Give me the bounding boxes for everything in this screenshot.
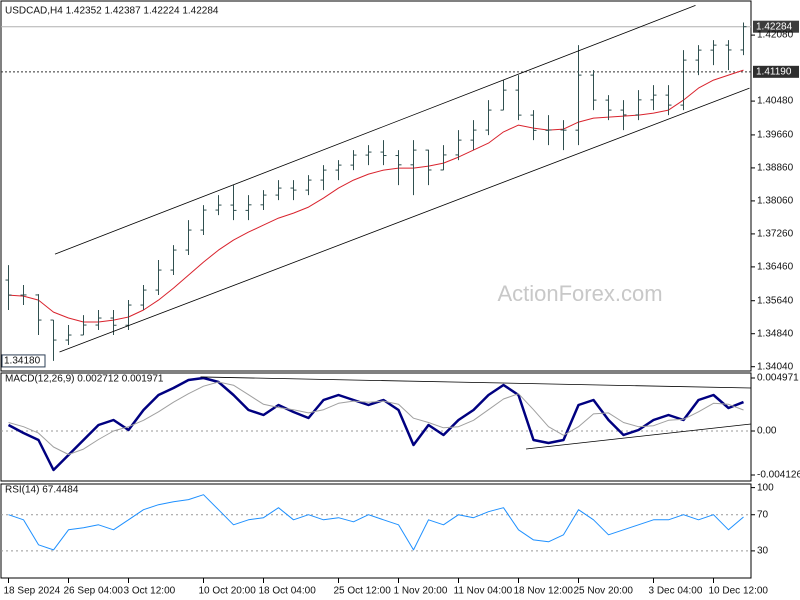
y-tick-label: 1.37260 — [757, 229, 794, 240]
x-tick-label: 1 Nov 20:00 — [394, 586, 448, 597]
signal-line — [8, 381, 744, 455]
level-label: 1.41190 — [756, 66, 792, 77]
y-tick-label: -0.004126 — [757, 470, 800, 481]
y-tick-label: 1.38060 — [757, 196, 794, 207]
last-price-box — [753, 20, 799, 33]
level-box — [753, 65, 799, 78]
x-tick-label: 11 Nov 04:00 — [454, 586, 513, 597]
x-tick-label: 18 Nov 12:00 — [514, 586, 574, 597]
panel-title: RSI(14) 67.4484 — [5, 485, 79, 496]
y-tick-label: 1.40480 — [757, 96, 794, 107]
y-tick-label: 70 — [757, 509, 769, 520]
x-tick-label: 10 Dec 12:00 — [709, 586, 769, 597]
y-tick-label: 1.34040 — [757, 361, 794, 372]
y-tick-label: 30 — [757, 546, 769, 557]
trend-line — [200, 376, 752, 389]
rsi-line — [8, 494, 744, 551]
trend-line — [525, 423, 752, 450]
panel-title: MACD(12,26,9) 0.002712 0.001971 — [5, 374, 164, 385]
x-tick-label: 26 Sep 04:00 — [64, 586, 124, 597]
x-tick-label: 3 Oct 12:00 — [124, 586, 176, 597]
trend-line — [59, 87, 750, 353]
low-marker-box — [1, 354, 46, 368]
moving-average — [8, 69, 744, 323]
y-tick-label: 1.39660 — [757, 130, 794, 141]
last-price-label: 1.42284 — [756, 21, 793, 32]
x-tick-label: 10 Oct 20:00 — [199, 586, 257, 597]
x-tick-label: 3 Dec 04:00 — [649, 586, 703, 597]
y-tick-label: 0.00 — [757, 426, 777, 437]
x-tick-label: 25 Nov 20:00 — [574, 586, 634, 597]
y-tick-label: 0.004971 — [757, 373, 799, 384]
x-tick-label: 25 Oct 12:00 — [334, 586, 392, 597]
y-tick-label: 1.38860 — [757, 163, 794, 174]
y-tick-label: 1.36460 — [757, 262, 794, 273]
x-tick-label: 18 Oct 04:00 — [259, 586, 317, 597]
low-marker-label: 1.34180 — [4, 356, 41, 367]
y-tick-label: 1.34840 — [757, 328, 794, 339]
y-tick-label: 1.35640 — [757, 295, 794, 306]
watermark: ActionForex.com — [497, 281, 662, 306]
trend-line — [54, 5, 696, 255]
price-panel — [0, 0, 752, 372]
y-tick-label: 1.42080 — [757, 30, 794, 41]
macd-line — [7, 376, 744, 472]
rsi-panel — [0, 483, 752, 579]
y-tick-label: 100 — [757, 482, 774, 493]
panel-title: USDCAD,H4 1.42352 1.42387 1.42224 1.4228… — [5, 6, 219, 17]
macd-panel — [0, 372, 752, 482]
x-tick-label: 18 Sep 2024 — [4, 586, 61, 597]
